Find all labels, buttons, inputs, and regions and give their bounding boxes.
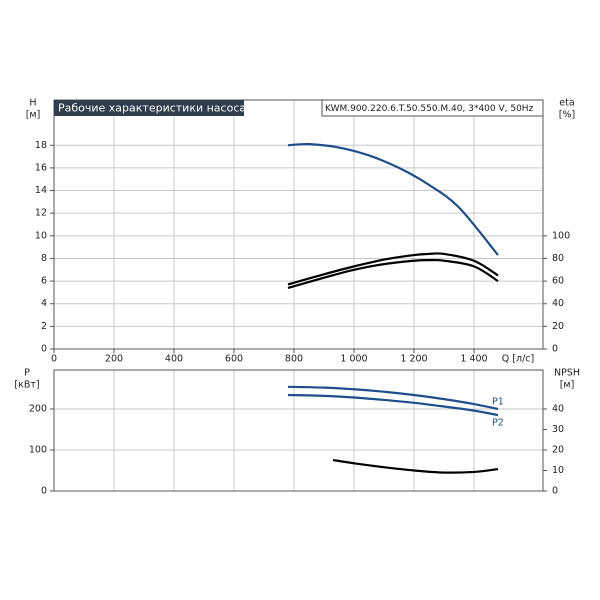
series-label: P1 xyxy=(492,396,504,407)
y-tick-label: 200 xyxy=(29,403,47,414)
series-label: P2 xyxy=(492,418,504,429)
curve xyxy=(332,458,499,474)
y2-tick-label: 40 xyxy=(552,403,564,414)
y-axis-unit: [м] xyxy=(26,110,41,121)
y-axis-unit: [кВт] xyxy=(14,380,39,391)
x-tick-label: 1 000 xyxy=(340,354,367,365)
y-tick-label: 16 xyxy=(35,162,47,173)
y-tick-label: 8 xyxy=(41,253,47,264)
curve xyxy=(287,142,499,256)
y2-axis-unit: [м] xyxy=(560,380,575,391)
model-label: KWM.900.220.6.T.50.550.M.40, 3*400 V, 50… xyxy=(325,104,534,114)
x-tick-label: 200 xyxy=(105,354,123,365)
y2-tick-label: 80 xyxy=(552,253,564,264)
y-tick-label: 100 xyxy=(29,444,47,455)
y-tick-label: 18 xyxy=(35,140,47,151)
y-tick-label: 4 xyxy=(41,298,47,309)
y2-tick-label: 0 xyxy=(552,344,558,355)
curve xyxy=(287,258,499,289)
curve xyxy=(287,393,499,417)
x-tick-label: 1 400 xyxy=(460,354,487,365)
chart-title: Рабочие характеристики насоса xyxy=(58,102,246,115)
y2-tick-label: 10 xyxy=(552,465,564,476)
y2-tick-label: 0 xyxy=(552,486,558,497)
x-tick-label: 400 xyxy=(165,354,183,365)
y-tick-label: 2 xyxy=(41,321,47,332)
plot-frame xyxy=(53,369,544,492)
y2-axis-label: eta xyxy=(559,98,574,109)
y2-tick-label: 40 xyxy=(552,298,564,309)
y2-tick-label: 60 xyxy=(552,276,564,287)
plot-frame xyxy=(53,99,544,350)
x-tick-label: 1 200 xyxy=(400,354,427,365)
x-axis-label: Q [л/с] xyxy=(502,354,534,365)
y-tick-label: 6 xyxy=(41,276,47,287)
y2-tick-label: 20 xyxy=(552,321,564,332)
curve xyxy=(287,385,499,411)
y-tick-label: 0 xyxy=(41,344,47,355)
y2-tick-label: 30 xyxy=(552,424,564,435)
y-tick-label: 0 xyxy=(41,486,47,497)
y2-tick-label: 20 xyxy=(552,444,564,455)
y2-axis-label: NPSH xyxy=(554,368,580,379)
x-tick-label: 0 xyxy=(51,354,57,365)
y-tick-label: 10 xyxy=(35,230,47,241)
model-box xyxy=(321,99,544,117)
curve xyxy=(287,252,499,286)
y-tick-label: 14 xyxy=(35,185,47,196)
y-tick-label: 12 xyxy=(35,208,47,219)
y-axis-label: P xyxy=(24,368,30,379)
title-box xyxy=(54,100,244,116)
y-axis-label: H xyxy=(29,98,36,109)
x-tick-label: 800 xyxy=(285,354,303,365)
y2-tick-label: 100 xyxy=(552,230,570,241)
x-tick-label: 600 xyxy=(225,354,243,365)
y2-axis-unit: [%] xyxy=(559,110,575,121)
